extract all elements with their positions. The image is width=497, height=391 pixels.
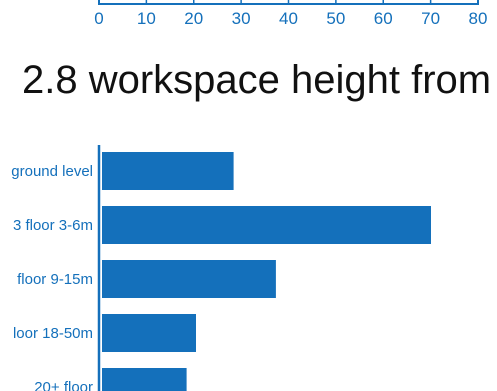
bar-20-floor: [102, 368, 187, 391]
top-axis-tick-label: 0: [94, 9, 103, 28]
top-axis-tick-label: 50: [326, 9, 345, 28]
top-axis-tick-label: 20: [184, 9, 203, 28]
top-chart-x-axis: 0 10 20 30 40 50 60 70 80: [94, 0, 487, 28]
bar-chart: ground level 3 floor 3-6m floor 9-15m loor …: [11, 145, 431, 391]
bar-loor-18-50m: [102, 314, 196, 352]
top-axis-tick-label: 70: [421, 9, 440, 28]
bar-ground-level: [102, 152, 234, 190]
top-axis-tick-label: 80: [469, 9, 488, 28]
chart-title: 2.8 workspace height from g: [22, 58, 497, 102]
bar-floor-9-15m: [102, 260, 276, 298]
bar-3-floor-3-6m: [102, 206, 431, 244]
category-label: 20+ floor: [34, 379, 93, 391]
top-axis-tick-label: 30: [232, 9, 251, 28]
category-label: ground level: [11, 163, 93, 180]
category-label: floor 9-15m: [17, 271, 93, 288]
top-axis-tick-label: 60: [374, 9, 393, 28]
top-axis-tick-label: 40: [279, 9, 298, 28]
top-axis-tick-label: 10: [137, 9, 156, 28]
category-label: 3 floor 3-6m: [13, 217, 93, 234]
category-label: loor 18-50m: [13, 325, 93, 342]
